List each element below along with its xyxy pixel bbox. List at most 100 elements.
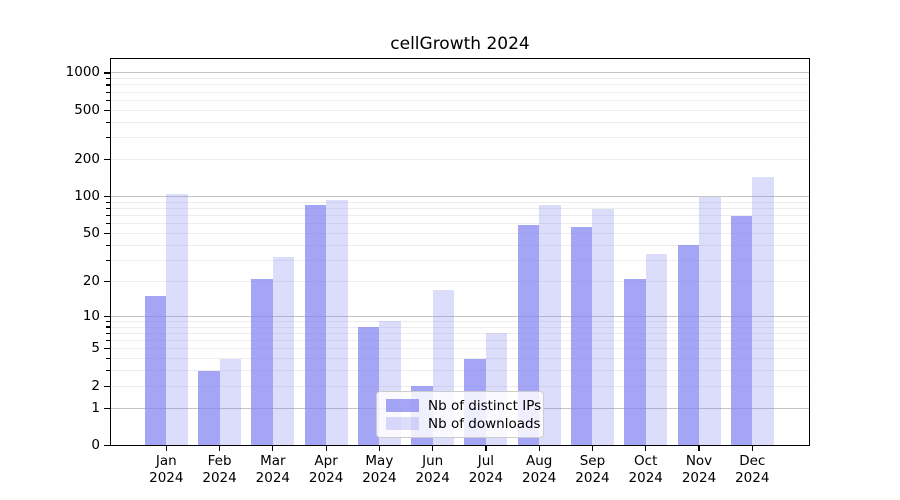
bar-distinct-ips-dec	[730, 215, 753, 446]
y-tick-label: 2	[91, 377, 100, 394]
legend-entry-distinct-ips: Nb of distinct IPs	[386, 397, 541, 414]
gridline-minor	[110, 137, 810, 139]
gridline-minor	[110, 385, 810, 387]
gridline-minor	[110, 201, 810, 203]
y-tick-label: 100	[74, 188, 100, 205]
y-tick-label: 10	[82, 307, 100, 324]
bar-downloads-aug	[539, 205, 561, 446]
gridline-minor	[110, 244, 810, 246]
y-axis-tick	[103, 72, 110, 74]
gridline-minor	[110, 348, 810, 350]
gridline-minor	[110, 215, 810, 217]
y-tick-label: 20	[82, 272, 100, 289]
y-axis-minor-tick	[106, 215, 110, 217]
y-axis-tick	[103, 444, 110, 447]
gridline-minor	[110, 99, 810, 101]
gridline-minor	[110, 121, 810, 123]
gridline-minor	[110, 159, 810, 160]
gridline-major	[110, 72, 810, 74]
y-axis-tick	[103, 385, 110, 387]
y-axis-tick	[103, 407, 110, 409]
x-axis-tick	[485, 445, 487, 451]
bar-distinct-ips-may	[357, 327, 380, 446]
y-axis-minor-tick	[106, 320, 110, 322]
y-tick-label: 5	[91, 340, 100, 357]
y-axis-minor-tick	[106, 91, 110, 93]
legend-swatch-distinct-ips	[386, 399, 419, 412]
x-axis-tick	[378, 445, 380, 451]
y-axis-tick	[103, 232, 110, 235]
y-axis-minor-tick	[106, 84, 110, 86]
y-axis-tick	[103, 196, 110, 198]
y-tick-label: 500	[74, 101, 100, 118]
x-tick-label: Mar 2024	[255, 453, 290, 486]
bar-downloads-oct	[645, 253, 668, 446]
x-axis-tick	[432, 445, 434, 451]
x-tick-label: Sep 2024	[575, 453, 610, 486]
bar-distinct-ips-jan	[144, 295, 167, 446]
x-tick-label: Apr 2024	[308, 453, 344, 486]
bar-distinct-ips-mar	[251, 278, 273, 446]
x-axis-tick	[165, 445, 167, 451]
x-axis-tick	[698, 445, 700, 451]
y-axis-minor-tick	[106, 78, 110, 80]
y-axis-tick	[103, 109, 110, 111]
y-axis-tick	[103, 315, 110, 317]
y-axis-minor-tick	[106, 244, 110, 246]
y-tick-label: 1000	[65, 64, 100, 81]
legend-label: Nb of downloads	[428, 415, 541, 432]
gridline-minor	[110, 109, 810, 111]
plot-area	[110, 58, 810, 446]
x-tick-label: Jan 2024	[149, 453, 184, 486]
y-axis-minor-tick	[106, 99, 110, 102]
chart-title: cellGrowth 2024	[390, 34, 530, 54]
x-tick-label: Feb 2024	[202, 453, 237, 486]
bar-downloads-apr	[326, 199, 348, 446]
bar-downloads-nov	[699, 196, 721, 446]
gridline-minor	[110, 232, 810, 234]
y-axis-minor-tick	[106, 121, 110, 123]
bar-downloads-dec	[752, 176, 774, 446]
y-axis-minor-tick	[106, 223, 110, 225]
legend-swatch-downloads	[386, 417, 419, 430]
y-axis-minor-tick	[106, 370, 110, 372]
x-axis-tick	[538, 445, 540, 451]
gridline-minor	[110, 91, 810, 93]
y-axis-minor-tick	[106, 137, 110, 139]
bar-downloads-jan	[166, 194, 188, 446]
y-axis-tick	[103, 280, 110, 282]
x-axis-tick	[591, 445, 594, 451]
gridline-minor	[110, 320, 810, 322]
x-tick-label: May 2024	[362, 453, 397, 486]
y-axis-minor-tick	[106, 259, 110, 261]
y-tick-label: 1	[91, 399, 100, 416]
y-axis-minor-tick	[106, 332, 110, 334]
bar-downloads-sep	[592, 208, 614, 446]
gridline-minor	[110, 326, 810, 328]
x-axis-tick	[325, 445, 327, 451]
gridline-minor	[110, 358, 810, 360]
x-axis-tick	[272, 445, 274, 451]
bar-distinct-ips-feb	[198, 370, 220, 446]
x-axis-tick	[218, 445, 221, 451]
bar-downloads-mar	[272, 256, 295, 446]
gridline-minor	[110, 280, 810, 282]
y-axis-minor-tick	[106, 201, 110, 203]
bar-downloads-feb	[219, 358, 242, 446]
x-tick-label: Dec 2024	[735, 453, 770, 486]
gridline-minor	[110, 332, 810, 334]
y-axis-minor-tick	[106, 358, 110, 360]
x-axis-tick	[645, 445, 647, 451]
legend-label: Nb of distinct IPs	[428, 397, 542, 414]
x-tick-label: Oct 2024	[628, 453, 663, 486]
bar-distinct-ips-nov	[677, 245, 699, 446]
y-tick-label: 50	[82, 224, 100, 241]
gridline-minor	[110, 370, 810, 372]
legend: Nb of distinct IPs Nb of downloads	[376, 391, 544, 438]
y-axis-tick	[103, 348, 110, 350]
gridline-minor	[110, 259, 810, 261]
gridline-minor	[110, 84, 810, 86]
bar-distinct-ips-aug	[517, 224, 540, 446]
y-axis-tick	[103, 158, 110, 161]
